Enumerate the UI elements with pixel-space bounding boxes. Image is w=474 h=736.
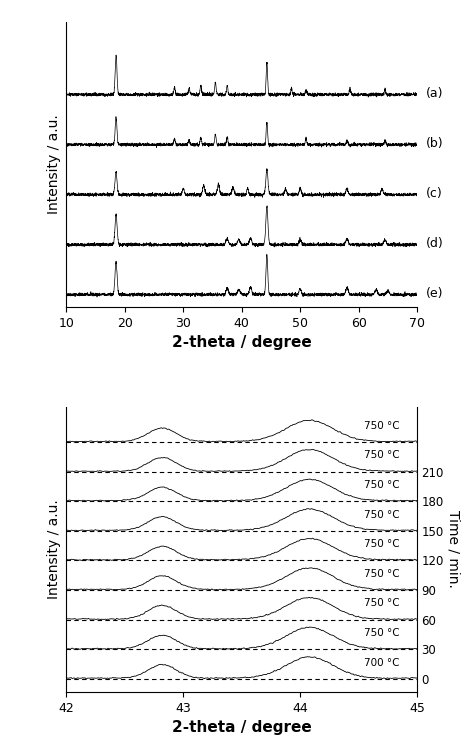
Text: 750 °C: 750 °C: [364, 450, 400, 460]
Text: (b): (b): [426, 137, 444, 149]
Text: (a): (a): [426, 87, 443, 99]
Text: 750 °C: 750 °C: [364, 480, 400, 490]
Text: (e): (e): [426, 286, 443, 300]
Y-axis label: Time / min.: Time / min.: [447, 510, 460, 588]
Y-axis label: Intensity / a.u.: Intensity / a.u.: [47, 115, 61, 214]
Text: 750 °C: 750 °C: [364, 509, 400, 520]
Text: 700 °C: 700 °C: [364, 657, 400, 668]
Text: 750 °C: 750 °C: [364, 628, 400, 638]
X-axis label: 2-theta / degree: 2-theta / degree: [172, 720, 311, 735]
Text: (c): (c): [426, 187, 443, 199]
Text: 750 °C: 750 °C: [364, 421, 400, 431]
X-axis label: 2-theta / degree: 2-theta / degree: [172, 336, 311, 350]
Y-axis label: Intensity / a.u.: Intensity / a.u.: [47, 500, 61, 599]
Text: 750 °C: 750 °C: [364, 598, 400, 609]
Text: (d): (d): [426, 236, 444, 250]
Text: 750 °C: 750 °C: [364, 569, 400, 578]
Text: 750 °C: 750 °C: [364, 539, 400, 549]
